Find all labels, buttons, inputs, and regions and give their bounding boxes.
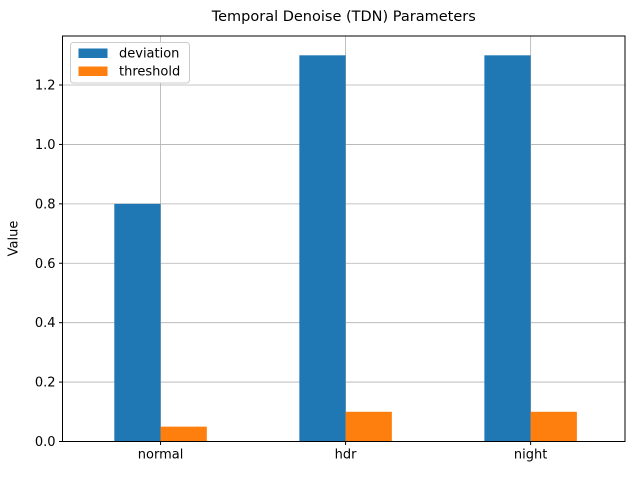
plot-area: 0.0 0.2 0.4 0.6 0.8 1.0 1.2 normal hdr night [35,35,626,463]
x-tick-label-hdr: hdr [335,448,357,463]
legend-label-threshold: threshold [119,65,180,80]
bar-threshold-night [530,411,577,442]
legend-label-deviation: deviation [119,47,179,62]
y-axis-label: Value [7,221,22,257]
x-tick-label-normal: normal [138,448,184,463]
bar-deviation-night [484,55,531,442]
x-tick-label-night: night [514,448,547,463]
y-tick-label: 0.4 [35,316,56,331]
legend-swatch-deviation [78,48,108,58]
y-tick-label: 1.2 [35,79,56,94]
legend: deviation threshold [70,42,190,84]
legend-swatch-threshold [78,66,108,76]
axes-spines [62,35,626,442]
y-tick-label: 0.0 [35,435,56,450]
y-tick-label: 1.0 [35,138,56,153]
y-tick-label: 0.6 [35,257,56,272]
bar-deviation-hdr [299,55,346,442]
y-tick-label: 0.8 [35,197,56,212]
bar-threshold-normal [160,426,207,442]
chart-title: Temporal Denoise (TDN) Parameters [211,9,476,25]
y-tick-label: 0.2 [35,376,56,391]
bar-threshold-hdr [345,411,392,442]
bar-deviation-normal [114,203,161,442]
